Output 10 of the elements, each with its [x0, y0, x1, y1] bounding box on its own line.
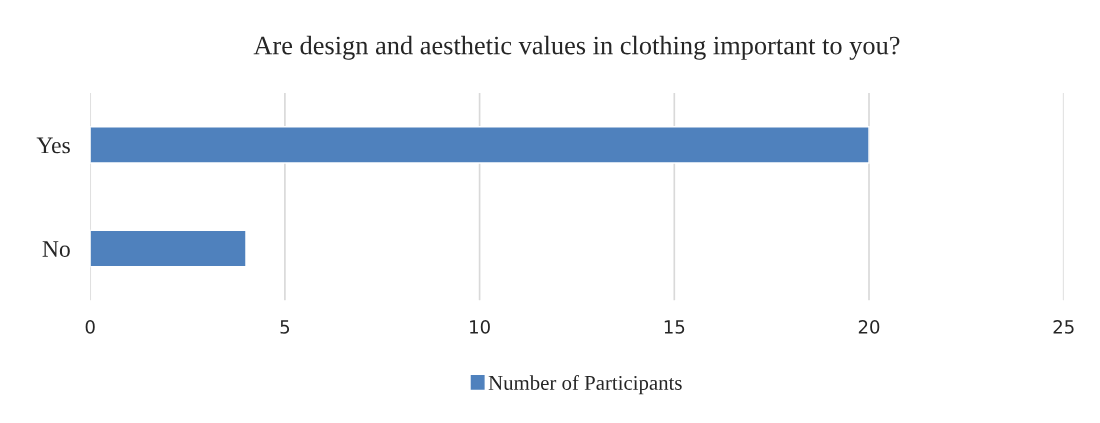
x-tick-label: 15: [664, 320, 685, 334]
chart-title: Are design and aesthetic values in clothing important to you?: [253, 35, 900, 60]
x-tick-label: 25: [1053, 320, 1074, 334]
legend-label: Number of Participants: [488, 375, 682, 395]
x-tick-label: 10: [470, 320, 490, 334]
y-tick-label: Yes: [36, 137, 70, 154]
x-tick-label: 0: [85, 320, 95, 334]
y-tick-label: No: [42, 241, 70, 257]
x-tick-label: 20: [858, 320, 880, 334]
x-tick-label: 5: [280, 320, 290, 334]
